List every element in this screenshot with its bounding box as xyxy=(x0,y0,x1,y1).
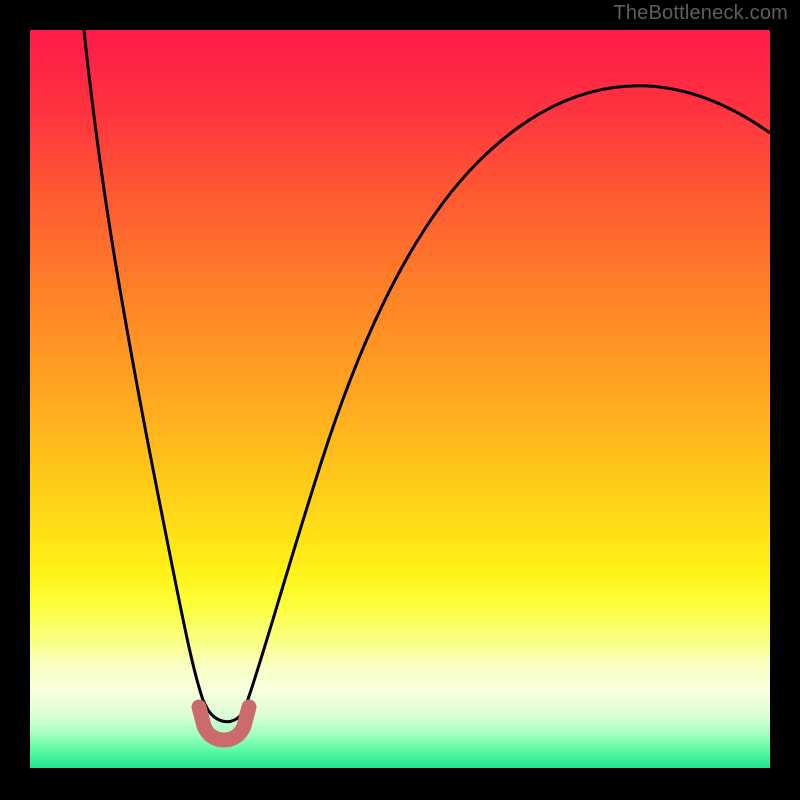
chart-frame: TheBottleneck.com xyxy=(0,0,800,800)
curve-layer xyxy=(0,0,800,800)
u-shaped-highlight xyxy=(199,707,249,740)
bottleneck-curve xyxy=(84,30,770,722)
